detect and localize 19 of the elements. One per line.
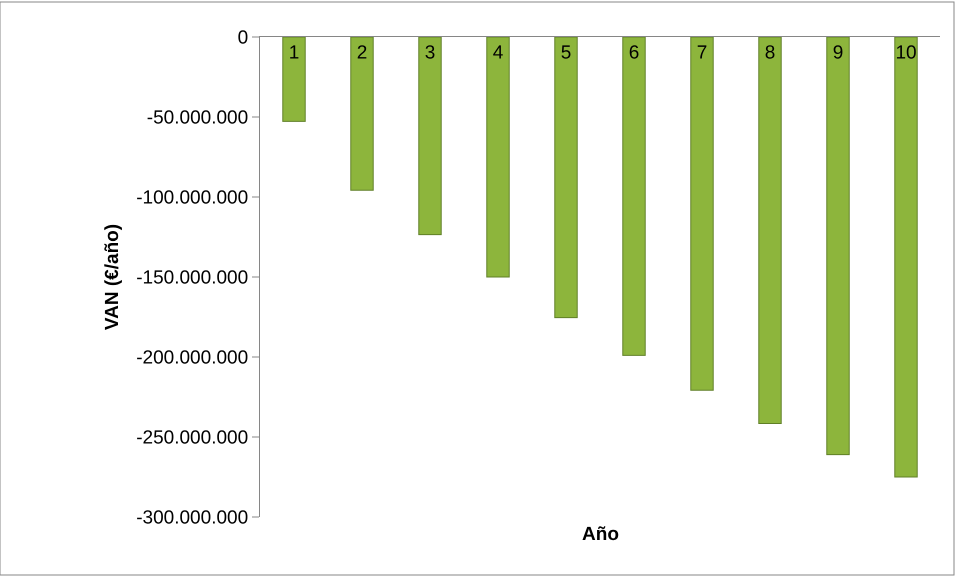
x-tick-label: 5 — [560, 42, 572, 64]
y-tick-label: -300.000.000 — [136, 508, 248, 529]
y-tick-label: -100.000.000 — [136, 188, 248, 209]
x-tick-label: 10 — [895, 42, 917, 64]
x-tick-label: 3 — [424, 42, 436, 64]
x-tick-label: 9 — [832, 42, 844, 64]
y-tick-label: 0 — [238, 28, 248, 49]
x-tick-label: 1 — [288, 42, 300, 64]
x-axis-title: Año — [582, 524, 619, 545]
x-tick-label: 8 — [764, 42, 776, 64]
x-tick-label: 4 — [492, 42, 504, 64]
x-tick-label: 7 — [696, 42, 708, 64]
y-tick-label: -250.000.000 — [136, 428, 248, 449]
y-axis-title: VAN (€/año) — [102, 224, 124, 330]
y-tick-label: -150.000.000 — [136, 268, 248, 289]
x-tick-label: 6 — [628, 42, 640, 64]
y-tick-label: -200.000.000 — [136, 348, 248, 369]
x-tick-label: 2 — [356, 42, 368, 64]
y-tick-label: -50.000.000 — [146, 108, 248, 129]
